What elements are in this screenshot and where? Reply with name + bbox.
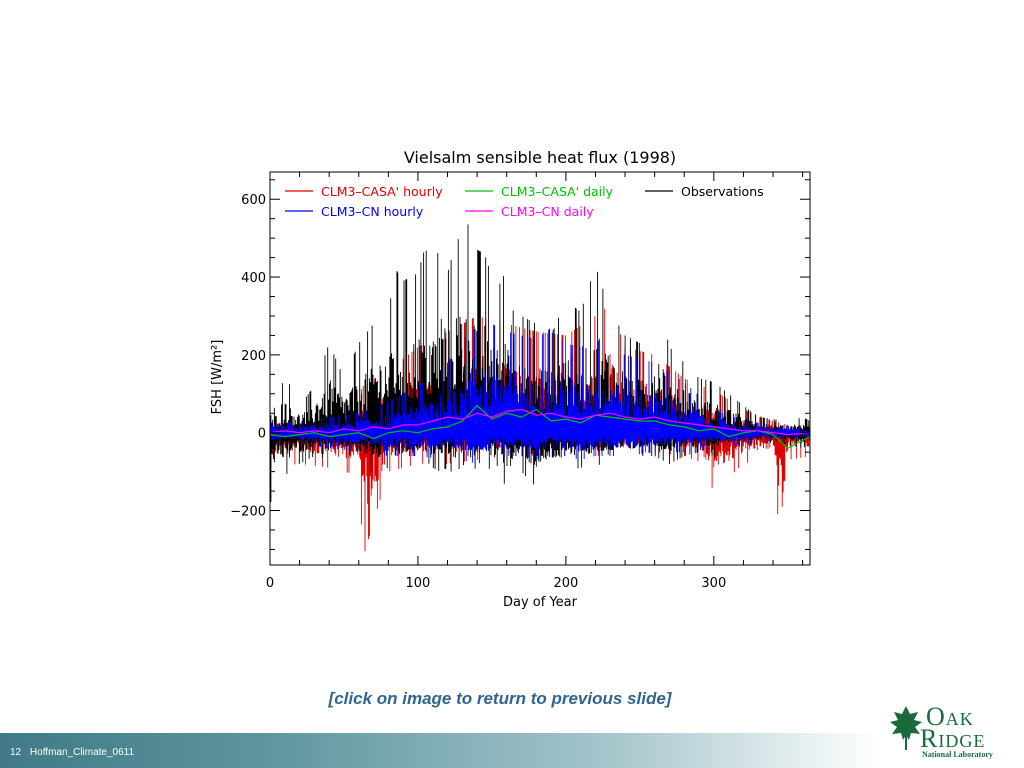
footer-bar: 12 Hoffman_Climate_0611 [0,733,880,768]
fsh-chart[interactable]: Vielsalm sensible heat flux (1998) 0 100 2… [195,140,835,620]
y-tick-label: 600 [241,193,266,208]
axes: 0 100 200 300 −200 0 200 400 600 [230,171,811,591]
logo-line-1: Oak [926,702,974,731]
logo-line-2: Ridge [920,724,986,753]
x-axis-label: Day of Year [503,595,578,610]
legend: CLM3–CASA' hourly CLM3–CASA' daily Observa… [285,184,764,219]
oak-leaf-icon [890,706,922,750]
series-casa_daily [270,404,810,450]
legend-label: CLM3–CN daily [501,204,594,219]
x-tick-label: 100 [406,576,431,591]
plot-area [270,224,810,552]
x-tick-label: 0 [266,576,274,591]
chart-title: Vielsalm sensible heat flux (1998) [404,148,676,167]
x-tick-label: 300 [701,576,726,591]
return-link[interactable]: [click on image to return to previous sl… [328,689,672,708]
y-tick-label: 400 [241,271,266,286]
y-axis-label: FSH [W/m²] [210,340,225,415]
legend-label: CLM3–CASA' daily [501,184,614,199]
oak-ridge-logo: Oak Ridge National Laboratory [888,700,1008,762]
legend-label: Observations [681,184,764,199]
y-tick-label: −200 [230,505,266,520]
slide-number: 12 [10,747,22,758]
y-tick-label: 0 [258,427,266,442]
presentation-name: Hoffman_Climate_0611 [29,747,135,758]
legend-label: CLM3–CASA' hourly [321,184,443,199]
y-tick-label: 200 [241,349,266,364]
logo-line-3: National Laboratory [922,750,993,759]
plot-frame [269,171,811,566]
footer-text: 12 Hoffman_Climate_0611 [10,747,140,758]
x-tick-label: 200 [553,576,578,591]
legend-label: CLM3–CN hourly [321,204,424,219]
series-cn_daily [270,408,810,436]
